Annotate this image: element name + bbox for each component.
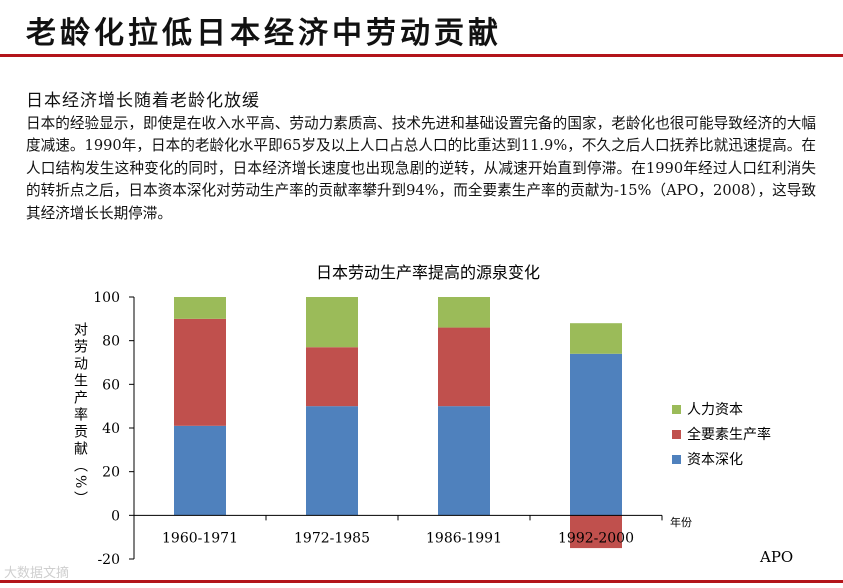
legend-swatch [672, 455, 681, 464]
y-tick-label: 40 [102, 421, 120, 437]
y-axis-label: 对劳动生产率贡献（%） [72, 322, 88, 508]
y-tick-label: 80 [102, 334, 120, 350]
section-subtitle: 日本经济增长随着老龄化放缓 [26, 91, 260, 111]
x-tick-label: 1960-1971 [162, 530, 238, 546]
y-tick-label: 0 [111, 508, 120, 524]
x-tick-label: 1986-1991 [426, 530, 502, 546]
bar-segment [438, 297, 490, 328]
footer-rule [0, 580, 843, 583]
bar-segment [570, 515, 622, 549]
x-tick-label: 1992-2000 [558, 530, 634, 546]
bar-segment [438, 327, 490, 407]
y-tick-label: 100 [93, 290, 120, 306]
stacked-bar-chart: 日本劳动生产率提高的源泉变化 对劳动生产率贡献（%） 年份 APO -20 0 20… [72, 263, 793, 568]
bar-segment [570, 353, 622, 516]
x-tick-label: 1972-1985 [294, 530, 370, 546]
bar-segment [306, 406, 358, 516]
page-title: 老龄化拉低日本经济中劳动贡献 [26, 16, 502, 51]
title-underline [0, 54, 843, 57]
bar-segment [438, 406, 490, 516]
legend-swatch [672, 405, 681, 414]
body-paragraph: 日本的经验显示，即使是在收入水平高、劳动力素质高、技术先进和基础设置完备的国家，… [26, 115, 816, 222]
legend-swatch [672, 430, 681, 439]
legend-label: 人力资本 [687, 402, 743, 418]
y-tick-label: -20 [97, 552, 120, 568]
legend-label: 全要素生产率 [687, 426, 771, 443]
bar-segment [174, 425, 226, 516]
y-tick-label: 20 [102, 465, 120, 481]
x-axis-label: 年份 [670, 515, 692, 529]
bar-segment [174, 318, 226, 426]
legend-label: 资本深化 [687, 452, 743, 468]
chart-title: 日本劳动生产率提高的源泉变化 [316, 263, 540, 282]
y-tick-label: 60 [102, 377, 120, 393]
chart-marks: -20 0 20 40 60 80 100 1960-1971 1972-1985 1986-19… [93, 290, 771, 568]
watermark-text: 大数据文摘 [4, 566, 70, 581]
bar-segment [570, 323, 622, 354]
bar-segment [306, 297, 358, 348]
source-label: APO [759, 548, 793, 566]
bar-segment [174, 297, 226, 319]
bar-segment [306, 347, 358, 407]
